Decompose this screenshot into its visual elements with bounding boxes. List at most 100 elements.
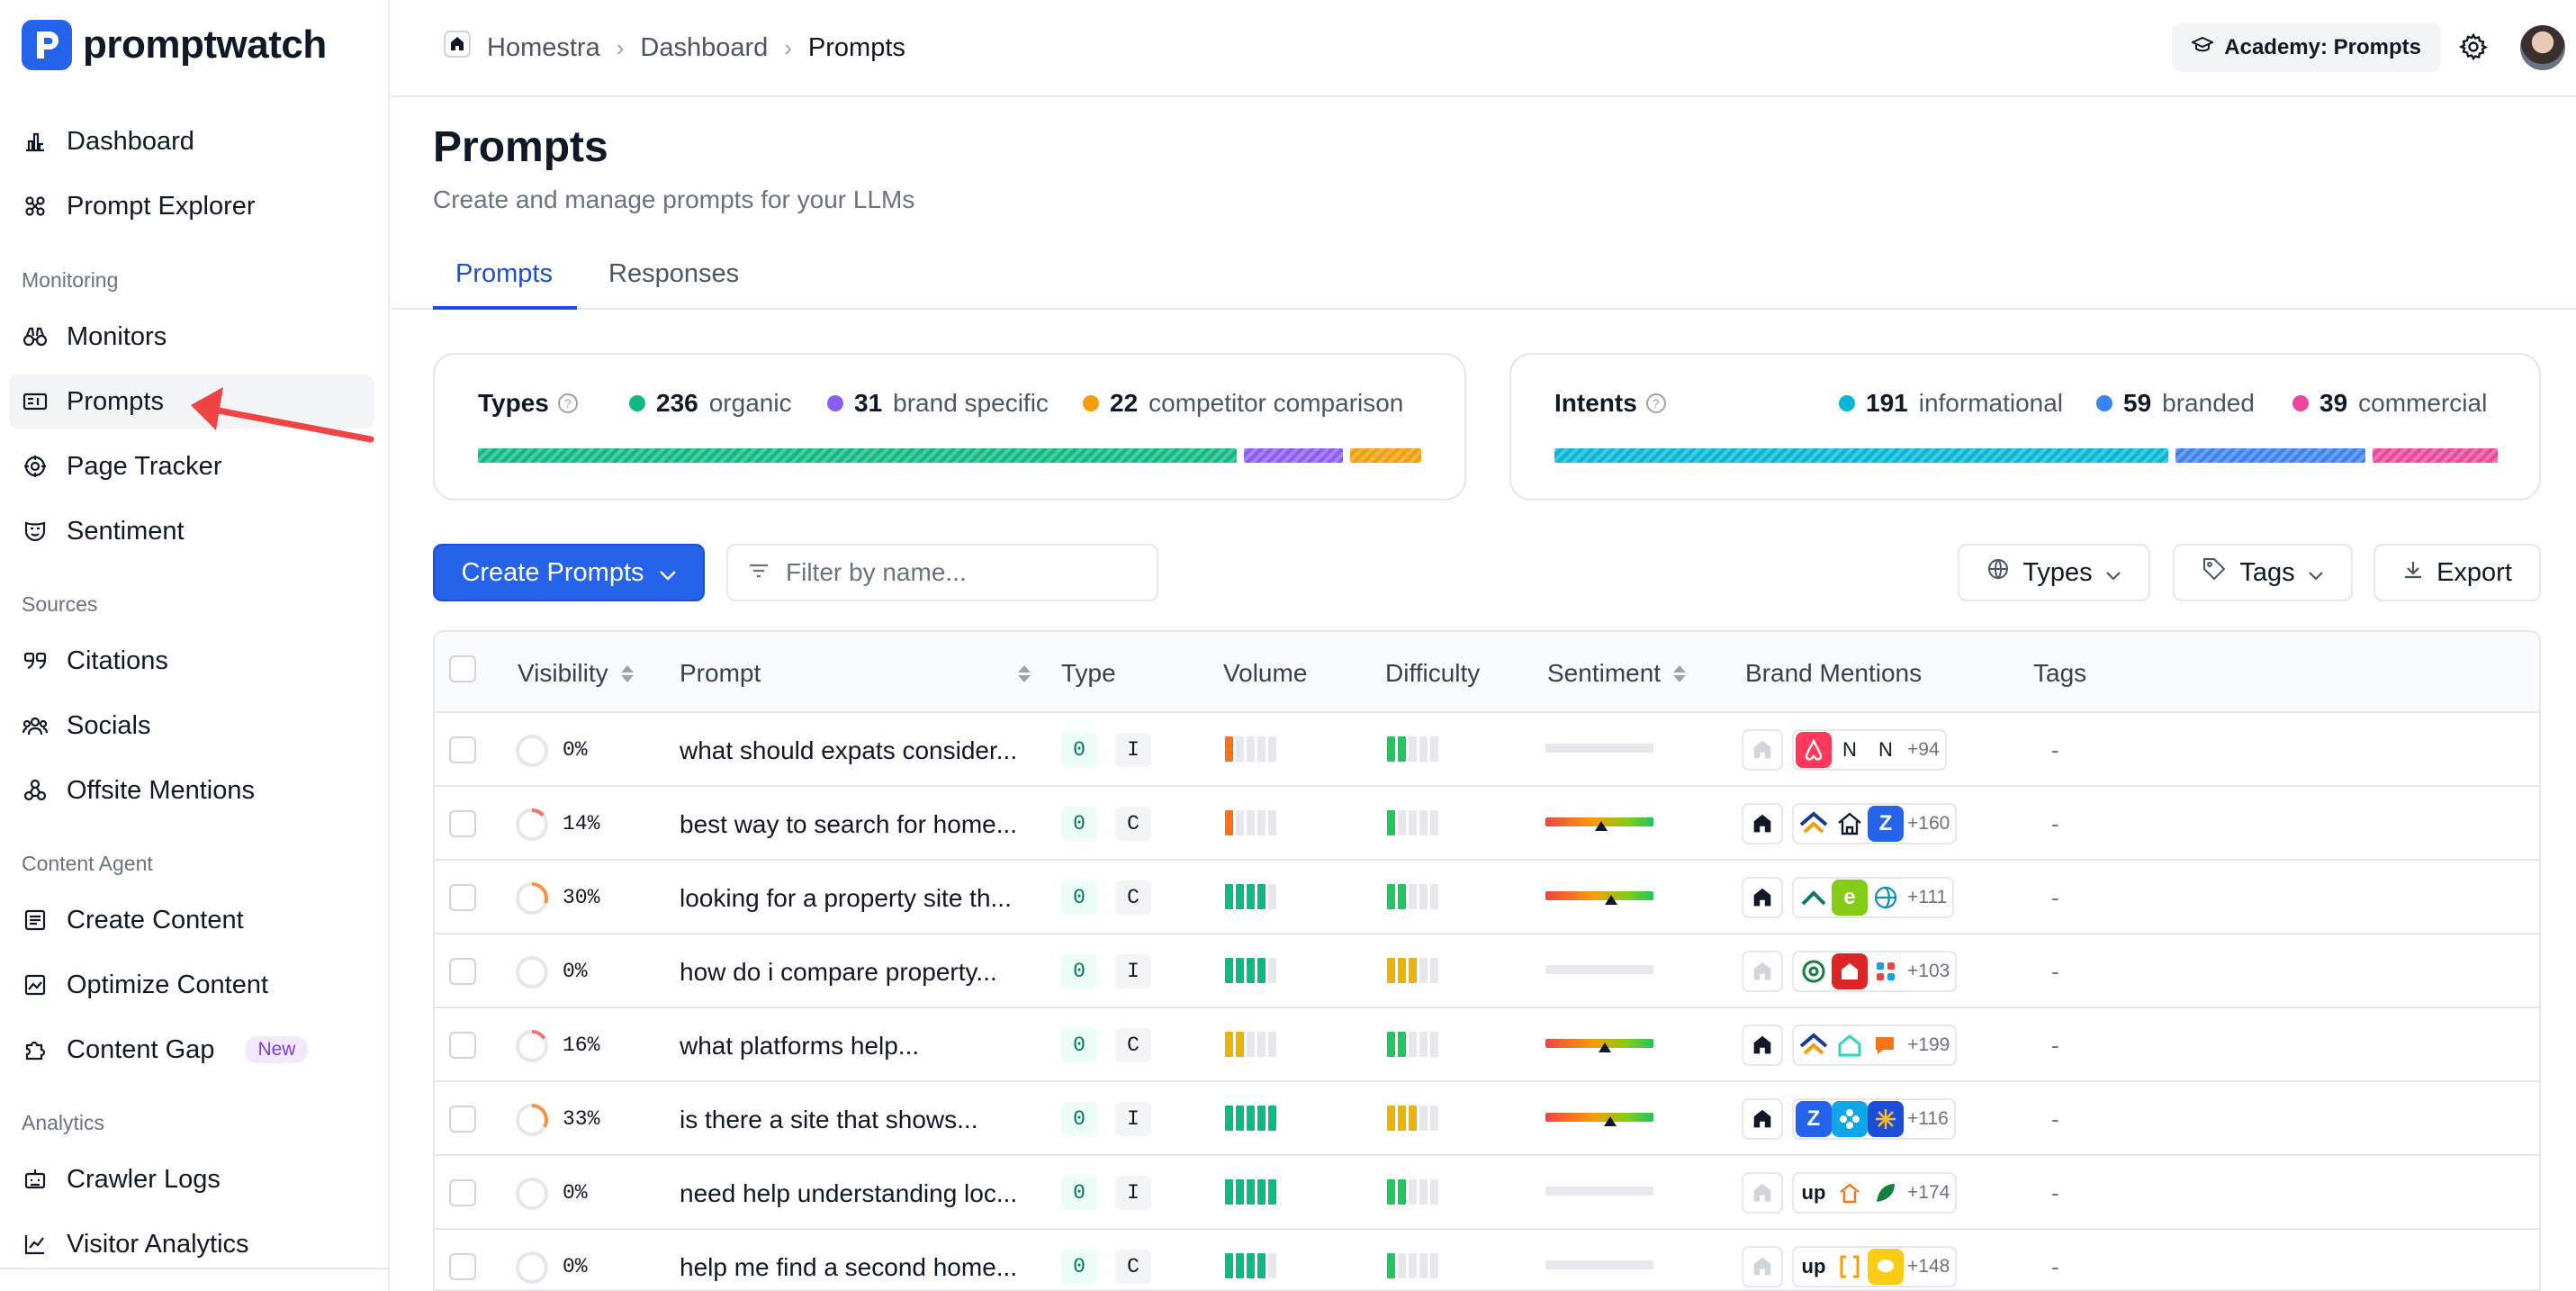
sidebar-item-visitor-analytics[interactable]: Visitor Analytics <box>9 1217 374 1271</box>
row-checkbox[interactable] <box>449 884 476 911</box>
visibility-percent: 0% <box>563 1181 588 1205</box>
sidebar-item-citations[interactable]: Citations <box>9 634 374 688</box>
brand-mentions[interactable]: +103 <box>1742 951 1958 992</box>
level-bar <box>1236 1032 1244 1057</box>
breadcrumb-workspace[interactable]: Homestra <box>487 32 600 62</box>
app-logo[interactable]: promptwatch <box>22 20 327 70</box>
sidebar-item-prompt-explorer[interactable]: Prompt Explorer <box>9 179 374 233</box>
target-icon <box>22 453 49 480</box>
types-filter-button[interactable]: Types <box>1958 544 2150 601</box>
sidebar-item-optimize-content[interactable]: Optimize Content <box>9 958 374 1012</box>
filter-field[interactable] <box>726 544 1158 601</box>
help-icon[interactable]: ? <box>1645 393 1666 413</box>
level-bar <box>1247 1106 1255 1131</box>
sidebar-item-offsite-mentions[interactable]: Offsite Mentions <box>9 763 374 817</box>
row-checkbox[interactable] <box>449 1253 476 1280</box>
brand-logo-group: +103 <box>1792 951 1958 992</box>
sidebar-item-label: Create Content <box>67 905 244 934</box>
prompt-text[interactable]: help me find a second home... <box>680 1253 1018 1281</box>
export-button[interactable]: Export <box>2373 544 2541 601</box>
level-bar <box>1398 810 1406 835</box>
level-bar <box>1236 1106 1244 1131</box>
table-row[interactable]: 16% what platforms help... 0 C +199 - <box>435 1008 2539 1082</box>
column-header-sentiment[interactable]: Sentiment <box>1547 659 1687 688</box>
academy-button[interactable]: Academy: Prompts <box>2172 23 2441 72</box>
brand-mentions[interactable]: up +148 <box>1742 1246 1958 1287</box>
brand-mentions[interactable]: e +111 <box>1742 877 1955 918</box>
sidebar-item-crawler-logs[interactable]: Crawler Logs <box>9 1152 374 1206</box>
more-mentions-count: +199 <box>1907 1034 1950 1055</box>
sidebar-item-dashboard[interactable]: Dashboard <box>9 114 374 168</box>
sidebar-item-page-tracker[interactable]: Page Tracker <box>9 439 374 493</box>
brand-logo-roof-icon <box>1796 1027 1832 1063</box>
sidebar-item-create-content[interactable]: Create Content <box>9 893 374 947</box>
tags-value: - <box>2051 736 2059 763</box>
level-bar <box>1430 1253 1438 1278</box>
table-row[interactable]: 0% help me find a second home... 0 C up … <box>435 1230 2539 1289</box>
sidebar-item-label: Monitors <box>67 321 167 351</box>
breadcrumb-current: Prompts <box>807 32 905 62</box>
level-bar <box>1398 884 1406 909</box>
brand-mentions[interactable]: up +174 <box>1742 1172 1958 1214</box>
prompt-text[interactable]: looking for a property site th... <box>680 884 1012 912</box>
type-count-chip: 0 <box>1061 733 1097 767</box>
user-avatar[interactable] <box>2520 25 2565 70</box>
row-checkbox[interactable] <box>449 736 476 763</box>
select-all-checkbox[interactable] <box>449 655 476 682</box>
brand-logo-red-icon <box>1832 953 1868 989</box>
tab-prompts[interactable]: Prompts <box>455 259 553 288</box>
filter-by-name-input[interactable] <box>786 558 1128 587</box>
sidebar-item-content-gap[interactable]: Content Gap New <box>9 1023 374 1077</box>
sidebar-item-monitors[interactable]: Monitors <box>9 310 374 364</box>
settings-gear-icon[interactable] <box>2458 32 2488 66</box>
level-bars <box>1225 1032 1276 1057</box>
nav-section-monitoring: Monitoring <box>22 268 119 292</box>
sidebar-item-label: Socials <box>67 710 151 740</box>
new-badge: New <box>245 1036 309 1063</box>
table-row[interactable]: 0% need help understanding loc... 0 I up… <box>435 1156 2539 1230</box>
explorer-icon <box>22 193 49 220</box>
prompt-text[interactable]: best way to search for home... <box>680 810 1018 838</box>
table-row[interactable]: 14% best way to search for home... 0 C Z… <box>435 787 2539 861</box>
column-header-visibility[interactable]: Visibility <box>518 659 634 688</box>
tags-filter-button[interactable]: Tags <box>2173 544 2353 601</box>
chevron-down-icon <box>659 558 677 588</box>
row-checkbox[interactable] <box>449 1106 476 1133</box>
brand-mentions[interactable]: Z +160 <box>1742 803 1958 844</box>
sidebar-item-prompts[interactable]: Prompts <box>9 375 374 429</box>
prompt-text[interactable]: how do i compare property... <box>680 958 997 986</box>
intent-chip: I <box>1115 1176 1151 1210</box>
level-bars <box>1387 810 1438 835</box>
tab-responses[interactable]: Responses <box>608 259 740 288</box>
prompt-text[interactable]: is there a site that shows... <box>680 1106 978 1133</box>
level-bar <box>1398 1179 1406 1205</box>
table-row[interactable]: 33% is there a site that shows... 0 I Z … <box>435 1082 2539 1156</box>
academy-label: Academy: Prompts <box>2224 35 2421 59</box>
brand-mentions[interactable]: +199 <box>1742 1025 1958 1066</box>
visibility-ring <box>516 882 548 915</box>
row-checkbox[interactable] <box>449 1032 476 1059</box>
table-row[interactable]: 0% how do i compare property... 0 I +103… <box>435 934 2539 1008</box>
prompt-text[interactable]: need help understanding loc... <box>680 1179 1018 1207</box>
sort-icon <box>620 664 634 682</box>
column-header-prompt[interactable]: Prompt <box>680 659 1031 688</box>
help-icon[interactable]: ? <box>557 393 578 413</box>
prompt-text[interactable]: what platforms help... <box>680 1032 920 1060</box>
sidebar-item-sentiment[interactable]: Sentiment <box>9 504 374 558</box>
sidebar-item-socials[interactable]: Socials <box>9 699 374 753</box>
row-checkbox[interactable] <box>449 810 476 837</box>
prompt-text[interactable]: what should expats consider... <box>680 736 1018 764</box>
level-bar <box>1257 1253 1265 1278</box>
breadcrumb-dashboard[interactable]: Dashboard <box>640 32 769 62</box>
row-checkbox[interactable] <box>449 1179 476 1206</box>
brand-mentions[interactable]: Z +116 <box>1742 1098 1956 1140</box>
create-prompts-button[interactable]: Create Prompts <box>433 544 705 601</box>
table-row[interactable]: 30% looking for a property site th... 0 … <box>435 861 2539 934</box>
row-checkbox[interactable] <box>449 958 476 985</box>
distribution-segment <box>2372 448 2498 463</box>
bar-chart-icon <box>22 128 49 155</box>
nav-section-analytics: Analytics <box>22 1111 105 1134</box>
level-bar <box>1409 1106 1417 1131</box>
